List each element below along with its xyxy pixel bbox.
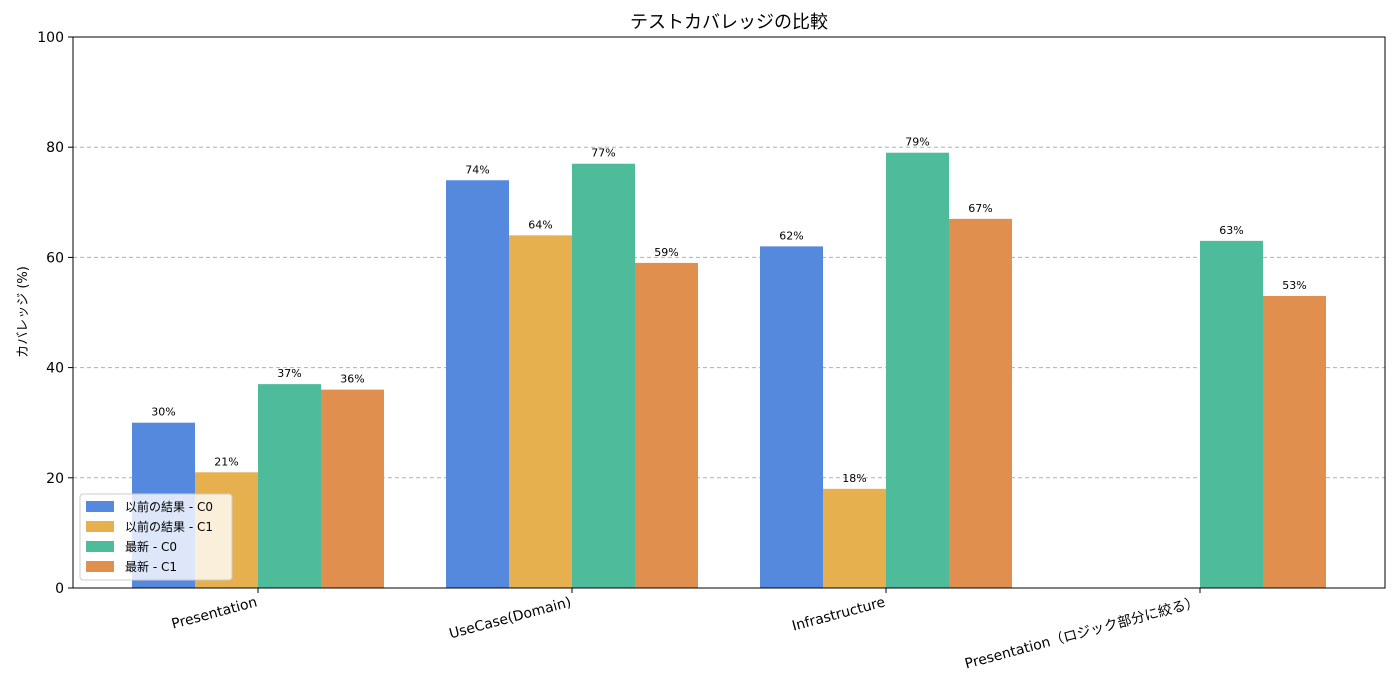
- data-labels: 30% 74% 62% 21% 64% 18% 37% 77% 79% 63% 36% 59% 67% 5…: [151, 136, 1306, 485]
- bar-value-label: 62%: [779, 229, 803, 242]
- x-tick-label: Presentation（ロジック部分に絞る）: [963, 594, 1201, 672]
- bar: [949, 218, 1012, 588]
- bar: [760, 246, 823, 588]
- legend-label: 最新 - C1: [125, 559, 177, 574]
- legend-box: [79, 493, 233, 581]
- x-tick-label: Presentation: [170, 594, 259, 632]
- x-axis: Presentation UseCase(Domain) Infrastructur…: [170, 588, 1201, 672]
- bars: [132, 152, 1326, 589]
- bar: [446, 180, 509, 588]
- bar: [509, 235, 572, 589]
- bar-value-label: 67%: [968, 202, 992, 215]
- y-tick-label: 0: [55, 581, 64, 597]
- legend-swatch: [86, 521, 114, 532]
- y-axis-title: カバレッジ (%): [16, 266, 31, 358]
- legend-swatch: [86, 561, 114, 572]
- bar: [572, 163, 635, 589]
- bar: [823, 488, 886, 588]
- legend-swatch: [86, 501, 114, 512]
- bar: [1263, 295, 1326, 588]
- legend-label: 以前の結果 - C0: [125, 499, 213, 514]
- bar: [321, 389, 384, 588]
- y-tick-label: 20: [46, 471, 64, 487]
- bar: [886, 152, 949, 588]
- bar: [1200, 240, 1263, 588]
- bar-value-label: 36%: [340, 373, 364, 386]
- bar-value-label: 79%: [905, 136, 929, 149]
- x-tick-label: UseCase(Domain): [448, 594, 574, 642]
- y-tick-label: 40: [46, 361, 64, 377]
- y-axis: 0 20 40 60 80 100: [37, 30, 73, 597]
- bar-value-label: 59%: [654, 246, 678, 259]
- bar-value-label: 64%: [528, 218, 552, 231]
- bar: [258, 384, 321, 588]
- bar-value-label: 53%: [1282, 279, 1306, 292]
- plot-frame: [72, 36, 1386, 589]
- legend-swatch: [86, 541, 114, 552]
- y-tick-label: 60: [46, 250, 64, 266]
- y-tick-label: 100: [37, 30, 64, 46]
- legend: 以前の結果 - C0 以前の結果 - C1 最新 - C0 最新 - C1: [79, 493, 233, 581]
- chart-title: テストカバレッジの比較: [630, 12, 828, 33]
- y-tick-label: 80: [46, 140, 64, 156]
- x-tick-label: Infrastructure: [790, 594, 887, 634]
- bar-value-label: 18%: [842, 472, 866, 485]
- bar-value-label: 74%: [465, 163, 489, 176]
- bar-value-label: 63%: [1219, 224, 1243, 237]
- legend-label: 最新 - C0: [125, 539, 177, 554]
- bar-value-label: 77%: [591, 147, 615, 160]
- bar-value-label: 21%: [214, 455, 238, 468]
- bar-value-label: 30%: [151, 406, 175, 419]
- bar: [635, 262, 698, 588]
- bar-value-label: 37%: [277, 367, 301, 380]
- legend-label: 以前の結果 - C1: [125, 519, 213, 534]
